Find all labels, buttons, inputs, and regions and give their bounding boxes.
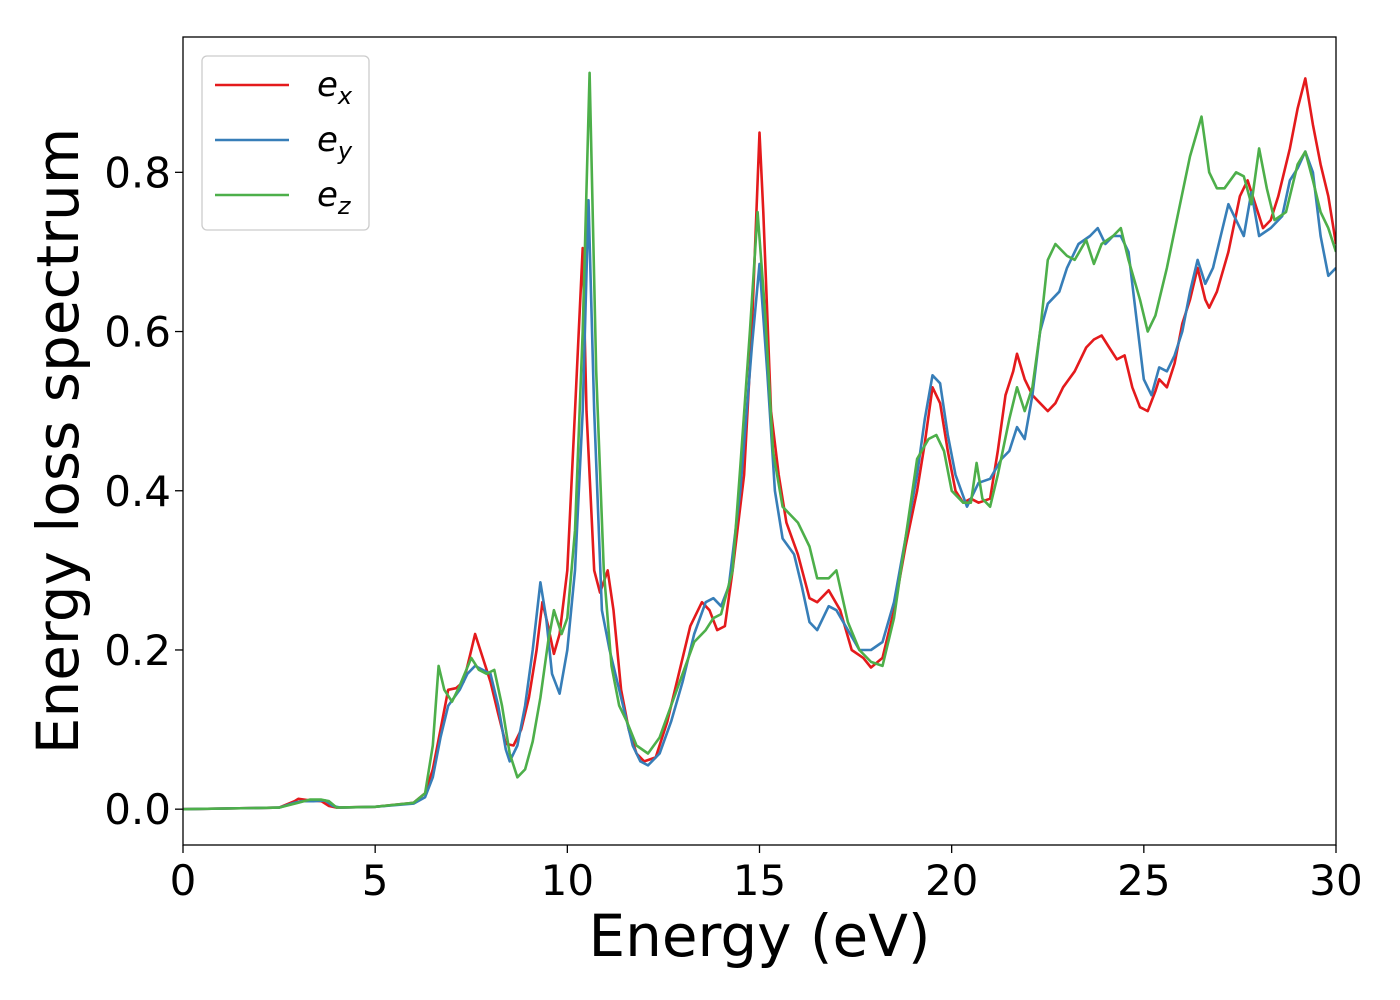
x-tick-label: 30 [1309, 856, 1362, 905]
y-axis-label: Energy loss spectrum [24, 128, 92, 754]
series-line-ey [183, 150, 1336, 811]
y-tick-label: 0.2 [104, 626, 171, 675]
series-layer [183, 71, 1336, 811]
y-tick-label: 0.4 [104, 467, 171, 516]
legend-label-ex: ex [317, 65, 353, 110]
y-tick-label: 0.0 [104, 785, 171, 834]
series-line-ez [183, 71, 1336, 811]
x-axis-label: Energy (eV) [588, 902, 930, 970]
y-tick-label: 0.8 [104, 148, 171, 197]
legend-label-ey: ey [317, 120, 353, 165]
x-tick-label: 20 [925, 856, 978, 905]
ticks-layer: 0 5 10 15 20 25 30 0.0 0.2 0.4 0.6 0.8 [104, 148, 1363, 905]
y-tick-label: 0.6 [104, 308, 171, 357]
x-tick-label: 10 [541, 856, 594, 905]
x-tick-label: 15 [733, 856, 786, 905]
legend-box [201, 55, 370, 231]
x-tick-label: 0 [170, 856, 197, 905]
x-tick-label: 5 [362, 856, 389, 905]
x-tick-label: 25 [1117, 856, 1170, 905]
legend: ex ey ez [201, 55, 370, 231]
legend-label-ez: ez [317, 175, 352, 220]
